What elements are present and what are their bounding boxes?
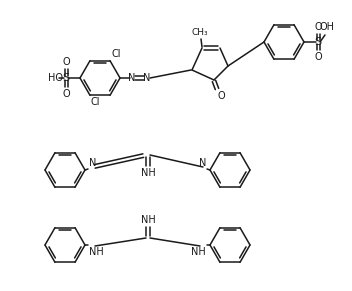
Text: NH: NH [191,247,206,257]
Text: O: O [314,22,322,32]
Text: S: S [62,73,70,83]
Text: S: S [314,37,322,47]
Text: N: N [143,73,151,83]
Text: N: N [128,73,136,83]
Text: N: N [89,158,96,168]
Text: HO: HO [48,73,63,83]
Text: O: O [62,57,70,67]
Text: Cl: Cl [91,97,101,107]
Text: CH₃: CH₃ [192,28,208,37]
Text: NH: NH [141,215,155,225]
Text: NH: NH [141,168,155,178]
Text: NH: NH [89,247,104,257]
Text: O: O [218,91,226,101]
Text: Cl: Cl [111,49,120,59]
Text: O: O [314,52,322,62]
Text: N: N [199,158,206,168]
Text: OH: OH [320,22,335,32]
Text: O: O [62,89,70,99]
